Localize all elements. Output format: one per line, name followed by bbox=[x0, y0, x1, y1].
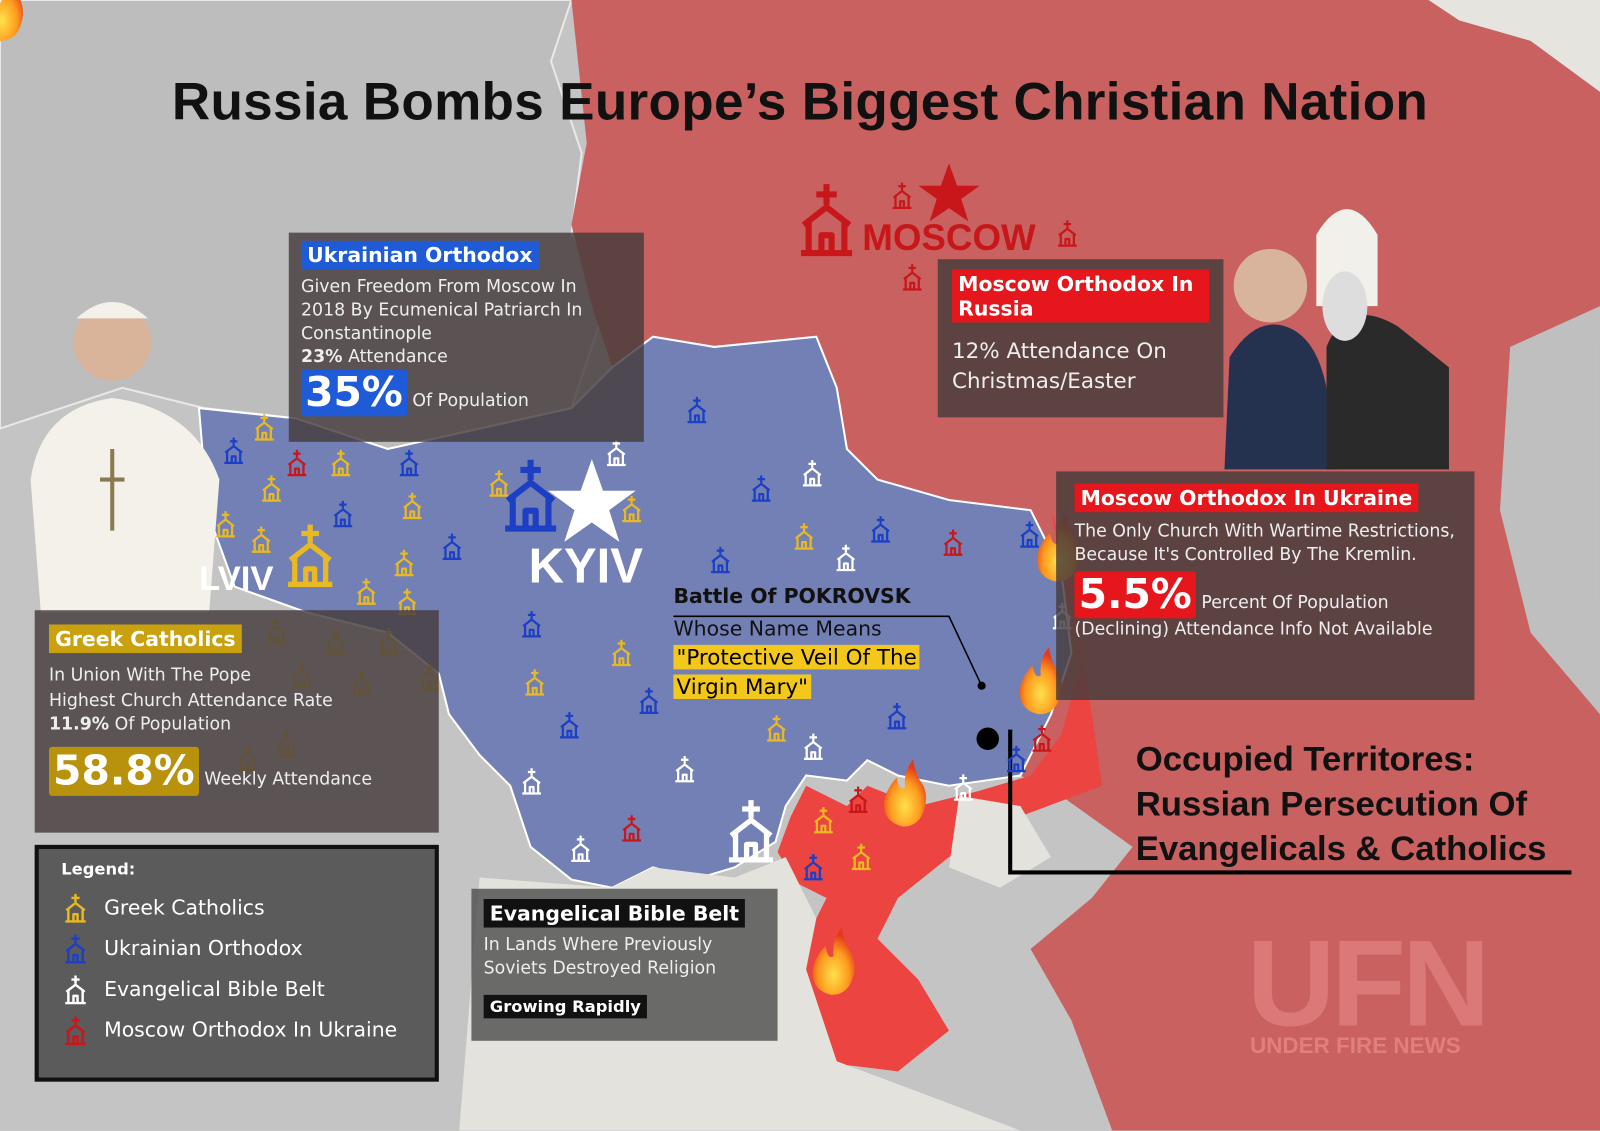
stat: 11.9% bbox=[48, 714, 110, 735]
description: The Only Church With Wartime Restriction… bbox=[1074, 521, 1455, 566]
moscow-star bbox=[918, 163, 980, 222]
moscow-ukraine-box: Moscow Orthodox In Ukraine The Only Chur… bbox=[1056, 471, 1475, 700]
occupied-label: Occupied Territores: Russian Persecution… bbox=[1136, 737, 1547, 872]
pokrovsk-label: Battle Of POKROVSK Whose Name Means "Pro… bbox=[673, 584, 959, 702]
description-line: Highest Church Attendance Rate bbox=[48, 690, 333, 712]
legend-label: Greek Catholics bbox=[104, 894, 265, 920]
legend-icon bbox=[64, 892, 87, 923]
moscow-russia-box: Moscow Orthodox In Russia 12% Attendance… bbox=[937, 259, 1224, 418]
stat: 58.8% bbox=[48, 746, 199, 796]
greek-catholics-box: Greek Catholics In Union With The Pope H… bbox=[34, 610, 439, 833]
stat: 35% bbox=[301, 369, 407, 417]
evangelical-box: Evangelical Bible Belt In Lands Where Pr… bbox=[471, 888, 778, 1041]
leaders-figure bbox=[1224, 209, 1449, 470]
church-icon bbox=[64, 933, 87, 964]
callout-line bbox=[1008, 729, 1572, 875]
east-region bbox=[1499, 306, 1600, 715]
stat-label: Percent Of Population bbox=[1201, 592, 1389, 614]
stat-label: Of Population bbox=[114, 714, 232, 735]
legend-label: Ukrainian Orthodox bbox=[104, 935, 303, 961]
occupied-line: Occupied Territores: bbox=[1135, 739, 1475, 779]
heading: Moscow Orthodox In Ukraine bbox=[1074, 483, 1419, 513]
ukrainian-orthodox-box: Ukrainian Orthodox Given Freedom From Mo… bbox=[288, 232, 644, 442]
pokrovsk-dot bbox=[977, 681, 986, 690]
legend-label: Evangelical Bible Belt bbox=[104, 976, 325, 1002]
meaning-line: Virgin Mary" bbox=[673, 674, 812, 699]
legend: Legend: Greek Catholics Ukrainian Orthodo… bbox=[34, 844, 439, 1082]
legend-item: Ukrainian Orthodox bbox=[61, 928, 412, 969]
callout-dot bbox=[976, 727, 999, 750]
stat-label: Weekly Attendance bbox=[204, 769, 373, 790]
stat: 23% bbox=[301, 346, 343, 368]
church-icon bbox=[64, 892, 87, 923]
legend-label: Moscow Orthodox In Ukraine bbox=[104, 1017, 398, 1042]
heading: Ukrainian Orthodox bbox=[301, 240, 539, 270]
subheading: Whose Name Means bbox=[673, 616, 882, 641]
description: 12% Attendance On Christmas/Easter bbox=[952, 338, 1167, 393]
heading: Moscow Orthodox In Russia bbox=[952, 269, 1210, 323]
church-icon bbox=[64, 1015, 87, 1046]
occupied-region bbox=[777, 510, 1103, 1072]
city-label: MOSCOW bbox=[862, 216, 1036, 259]
legend-item: Moscow Orthodox In Ukraine bbox=[61, 1009, 412, 1050]
title: Russia Bombs Europe’s Biggest Christian … bbox=[171, 72, 1429, 132]
stat: 5.5% bbox=[1074, 571, 1196, 619]
city-label: KYIV bbox=[528, 539, 643, 594]
pokrovsk-pointer bbox=[673, 615, 983, 687]
stat-label: Of Population bbox=[412, 390, 529, 412]
legend-item: Greek Catholics bbox=[61, 887, 412, 928]
stat-label: Attendance bbox=[348, 346, 448, 368]
heading: Battle Of POKROVSK bbox=[673, 583, 911, 609]
tag: Growing Rapidly bbox=[483, 994, 648, 1019]
legend-icon bbox=[64, 933, 87, 964]
corner-land bbox=[1428, 0, 1600, 92]
church-icon bbox=[64, 974, 87, 1005]
watermark-logo: UFN bbox=[1246, 915, 1490, 1053]
legend-item: Evangelical Bible Belt bbox=[61, 968, 412, 1009]
heading: Evangelical Bible Belt bbox=[483, 898, 746, 928]
legend-icon bbox=[64, 974, 87, 1005]
legend-icon bbox=[64, 1015, 87, 1046]
kyiv-star bbox=[547, 459, 636, 542]
note: (Declining) Attendance Info Not Availabl… bbox=[1074, 619, 1433, 640]
meaning-line: "Protective Veil Of The bbox=[673, 644, 920, 670]
heading: Greek Catholics bbox=[48, 624, 242, 654]
legend-title: Legend: bbox=[61, 859, 136, 879]
description: Given Freedom From Moscow In 2018 By Ecu… bbox=[301, 276, 583, 344]
occupied-line: Evangelicals & Catholics bbox=[1135, 829, 1547, 869]
city-label: LVIV bbox=[198, 559, 274, 598]
watermark-name: UNDER FIRE NEWS bbox=[1249, 1032, 1461, 1059]
description: In Lands Where Previously Soviets Destro… bbox=[483, 934, 717, 979]
fires bbox=[0, 0, 1080, 995]
occupied-line: Russian Persecution Of bbox=[1135, 784, 1528, 824]
pope-figure bbox=[30, 302, 220, 613]
description-line: In Union With The Pope bbox=[48, 665, 252, 686]
